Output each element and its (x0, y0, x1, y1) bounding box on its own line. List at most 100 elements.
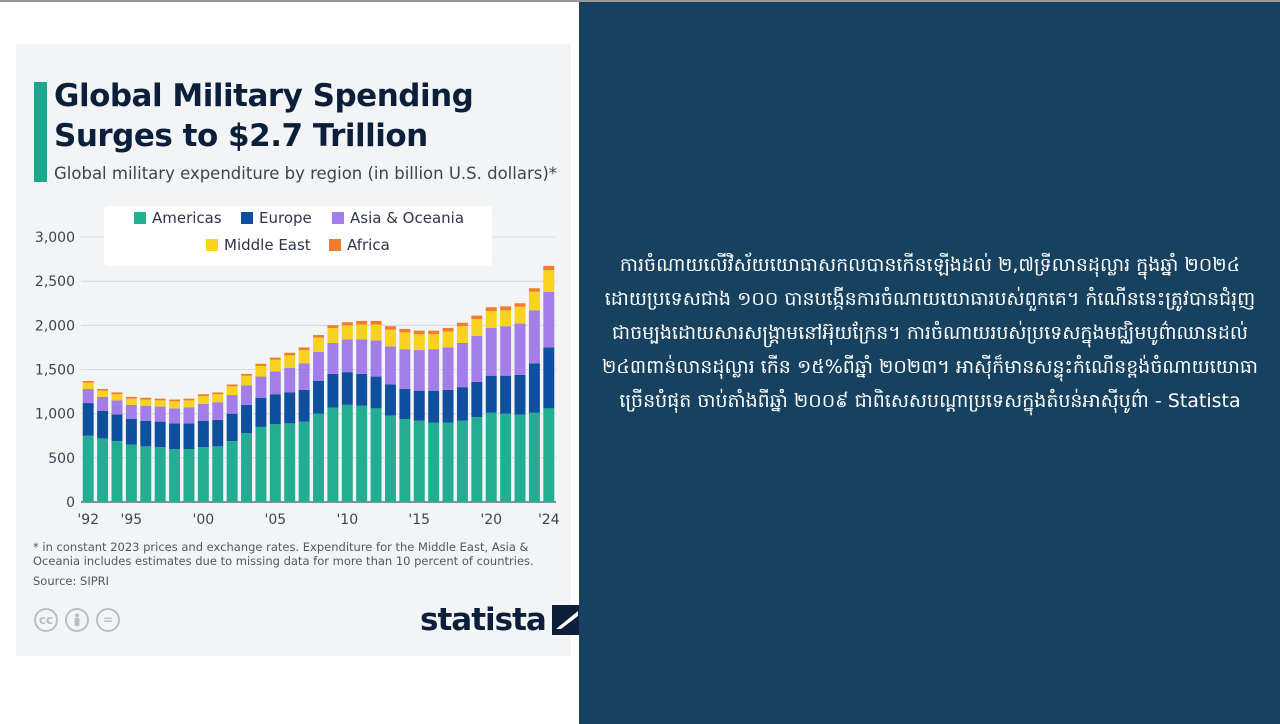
bar-segment (111, 394, 123, 401)
bar-segment (197, 394, 209, 396)
bar-segment (356, 405, 368, 502)
legend-box (104, 206, 492, 266)
bar-segment (341, 372, 353, 405)
bar-segment (125, 444, 137, 502)
bar-segment (543, 270, 555, 292)
bar-segment (456, 387, 468, 421)
bar-segment (183, 398, 195, 401)
bar-segment (399, 349, 411, 389)
legend-label: Americas (152, 209, 222, 227)
legend-swatch (329, 239, 341, 251)
by-icon[interactable] (65, 608, 89, 632)
bar-segment (269, 357, 281, 360)
bar-segment (197, 447, 209, 502)
bar-segment (226, 386, 238, 396)
bar-segment (528, 363, 540, 413)
bar-segment (341, 404, 353, 502)
bar-segment (471, 381, 483, 418)
x-tick-label: '00 (193, 512, 215, 528)
bar-segment (111, 400, 123, 415)
bar-segment (413, 334, 425, 351)
bar-segment (154, 421, 166, 448)
bar-segment (370, 340, 382, 377)
top-border (0, 0, 1280, 2)
license-icons: cc = (34, 608, 120, 632)
title-accent-bar (34, 82, 47, 182)
y-tick-label: 1,000 (35, 407, 75, 423)
bar-segment (528, 291, 540, 311)
bar-segment (255, 397, 267, 427)
legend-swatch (241, 212, 253, 224)
bar-segment (543, 291, 555, 348)
bar-segment (428, 334, 440, 350)
caption-panel (579, 2, 1280, 724)
bar-segment (298, 421, 310, 502)
bar-segment (471, 335, 483, 382)
bar-segment (154, 400, 166, 407)
bar-segment (298, 350, 310, 364)
legend-label: Asia & Oceania (350, 209, 464, 227)
bar-segment (154, 398, 166, 401)
bar-segment (543, 265, 555, 271)
y-tick-label: 3,000 (35, 230, 75, 246)
bar-segment (255, 365, 267, 377)
bar-segment (456, 343, 468, 388)
bar-segment (111, 392, 123, 395)
bar-segment (500, 375, 512, 414)
bar-segment (413, 350, 425, 391)
bar-segment (385, 329, 396, 347)
bar-segment (212, 419, 224, 447)
x-tick-label: '24 (538, 512, 560, 528)
bar-segment (313, 380, 324, 414)
bar-segment (197, 403, 209, 421)
bar-segment (528, 310, 540, 364)
legend-label: Middle East (224, 236, 311, 254)
bar-segment (370, 408, 382, 502)
bar-segment (514, 374, 526, 415)
bar-segment (140, 399, 152, 406)
bar-segment (500, 413, 512, 502)
bar-segment (226, 384, 238, 387)
bar-segment (442, 331, 454, 348)
bar-segment (298, 347, 310, 351)
bar-segment (428, 330, 440, 335)
bar-segment (500, 326, 512, 376)
bar-segment (241, 373, 252, 376)
bar-segment (169, 401, 181, 409)
infographic-card: Global Military Spending Surges to $2.7 … (16, 44, 582, 656)
bar-segment (183, 400, 195, 408)
bar-segment (543, 408, 555, 502)
bar-segment (399, 418, 411, 502)
bar-segment (269, 371, 281, 395)
bar-segment (327, 327, 339, 343)
legend-swatch (206, 239, 218, 251)
bar-segment (341, 339, 353, 373)
bar-segment (284, 392, 296, 424)
cc-icon[interactable]: cc (34, 608, 58, 632)
bar-segment (269, 424, 281, 502)
bar-segment (341, 322, 353, 326)
statista-logo[interactable]: statista (420, 602, 582, 638)
bar-segment (428, 422, 440, 502)
nd-icon[interactable]: = (96, 608, 120, 632)
bar-segment (169, 399, 181, 402)
bar-segment (97, 438, 109, 502)
bar-segment (313, 351, 324, 381)
bar-segment (413, 330, 425, 335)
bar-segment (255, 363, 267, 366)
x-tick-label: '20 (480, 512, 502, 528)
bar-segment (514, 323, 526, 375)
bar-segment (399, 332, 411, 350)
bar-segment (284, 367, 296, 393)
bar-segment (514, 414, 526, 502)
bar-segment (241, 385, 252, 405)
bar-segment (169, 423, 181, 449)
bar-segment (197, 420, 209, 448)
bar-segment (327, 407, 339, 502)
bar-segment (385, 384, 396, 416)
bar-segment (269, 359, 281, 372)
x-tick-label: '10 (336, 512, 358, 528)
bar-segment (485, 412, 497, 502)
bar-segment (356, 320, 368, 325)
chart-title: Global Military Spending Surges to $2.7 … (54, 78, 474, 154)
